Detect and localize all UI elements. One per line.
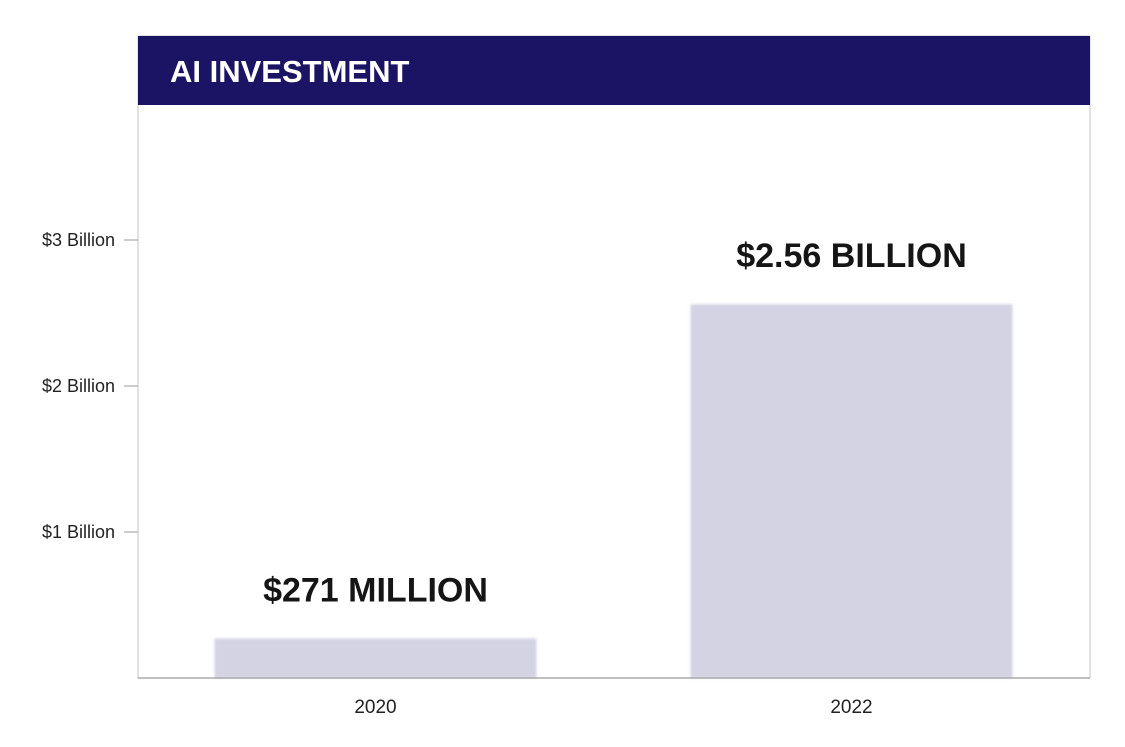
bars (214, 304, 1013, 678)
data-labels: $271 MILLION $2.56 BILLION (263, 237, 967, 609)
data-label-2020: $271 MILLION (263, 571, 488, 609)
y-axis: $1 Billion $2 Billion $3 Billion (42, 230, 138, 542)
y-tick-label: $1 Billion (42, 522, 115, 542)
chart-title: AI INVESTMENT (170, 54, 409, 89)
x-axis: 2020 2022 (354, 697, 872, 718)
title-banner (138, 36, 1090, 105)
y-tick-label: $3 Billion (42, 230, 115, 250)
x-tick-label: 2022 (830, 697, 872, 718)
y-tick-label: $2 Billion (42, 376, 115, 396)
data-label-2022: $2.56 BILLION (736, 237, 967, 275)
bar-2020 (214, 638, 537, 678)
bar-2022 (690, 304, 1013, 678)
x-tick-label: 2020 (354, 697, 396, 718)
